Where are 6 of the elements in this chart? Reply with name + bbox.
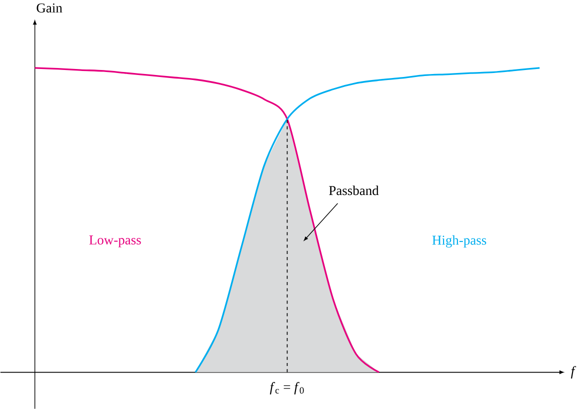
text: High-pass [432,235,486,248]
x-axis-title: f [570,366,576,378]
text: f$_{c}$ = f$_{0}$ [270,382,304,394]
annotation: Passband [329,186,379,196]
text: Low-pass [89,235,141,248]
y-axis-title: Gain [36,3,62,12]
